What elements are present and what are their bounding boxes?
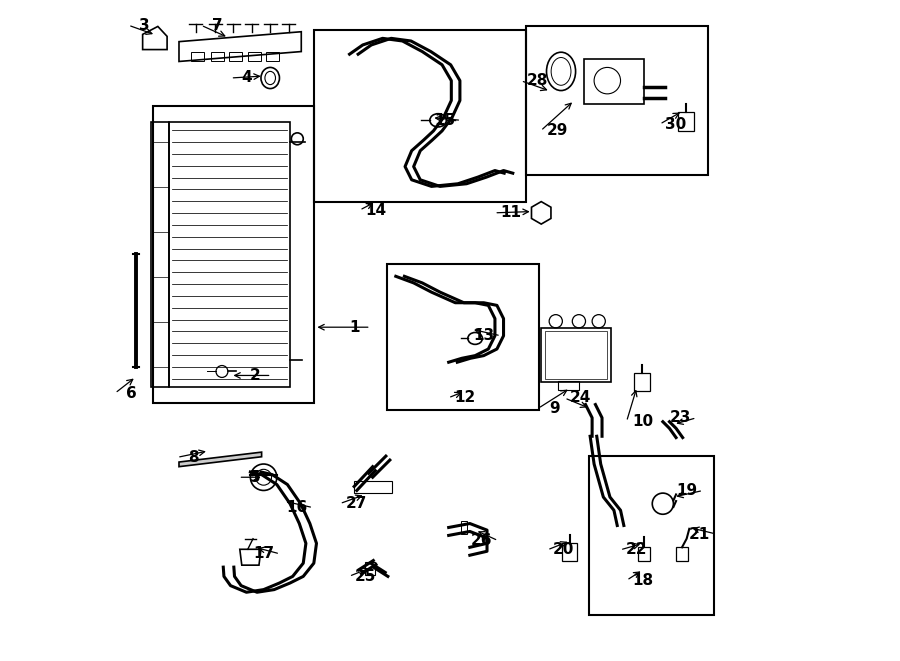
Bar [558, 381, 579, 390]
Bar [676, 547, 688, 561]
Bar [365, 562, 375, 575]
Text: 18: 18 [633, 573, 653, 588]
Text: 21: 21 [689, 527, 710, 541]
Text: 30: 30 [665, 117, 687, 132]
Text: 8: 8 [188, 450, 199, 465]
Text: 9: 9 [549, 401, 560, 416]
Text: 11: 11 [500, 206, 521, 220]
Text: 23: 23 [670, 410, 690, 425]
Text: 17: 17 [253, 547, 274, 561]
Polygon shape [179, 452, 262, 467]
Text: 7: 7 [212, 18, 222, 32]
Text: 4: 4 [242, 71, 252, 85]
Text: 14: 14 [365, 203, 386, 217]
Text: 29: 29 [546, 124, 568, 138]
Text: 15: 15 [434, 113, 455, 128]
Bar [355, 481, 392, 493]
Bar [541, 328, 610, 382]
Text: 12: 12 [454, 391, 475, 405]
Bar [583, 59, 644, 104]
Text: 19: 19 [676, 483, 698, 498]
Text: 28: 28 [526, 73, 548, 88]
Text: 22: 22 [626, 543, 647, 557]
Text: 16: 16 [286, 500, 307, 515]
Text: 24: 24 [571, 391, 591, 405]
Text: 26: 26 [471, 533, 492, 548]
Text: 10: 10 [633, 414, 653, 429]
Text: 27: 27 [346, 496, 367, 511]
Bar [638, 547, 651, 561]
Bar [562, 543, 577, 561]
Text: 25: 25 [355, 569, 376, 584]
Text: 3: 3 [140, 18, 150, 32]
Text: 20: 20 [553, 543, 574, 557]
Bar [634, 373, 650, 391]
Bar [461, 521, 467, 534]
Text: 6: 6 [126, 386, 137, 401]
Bar [544, 331, 608, 379]
Text: 5: 5 [249, 470, 260, 485]
Text: 2: 2 [249, 368, 260, 383]
Bar [678, 112, 694, 131]
Text: 1: 1 [349, 320, 359, 334]
Text: 13: 13 [473, 329, 495, 343]
